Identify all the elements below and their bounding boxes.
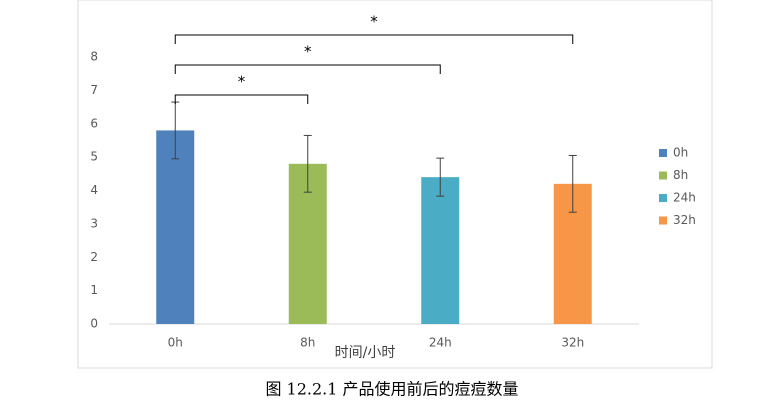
significance-label: * xyxy=(304,43,312,61)
y-tick-label: 8 xyxy=(90,50,98,64)
legend-label: 0h xyxy=(673,146,688,160)
significance-label: * xyxy=(370,13,378,31)
significance-bracket xyxy=(174,64,441,74)
y-tick-label: 4 xyxy=(90,183,98,197)
x-tick-label: 0h xyxy=(168,336,183,350)
x-axis-label: 时间/小时 xyxy=(335,345,396,361)
caption: 图 12.2.1 产品使用前后的痘痘数量 xyxy=(265,380,518,399)
y-tick-label: 6 xyxy=(90,116,98,130)
bar xyxy=(421,177,460,324)
error-bar xyxy=(568,154,577,213)
legend-label: 32h xyxy=(673,213,696,227)
y-tick-label: 0 xyxy=(90,317,98,331)
significance-bracket xyxy=(174,34,574,44)
x-tick-label: 24h xyxy=(429,336,452,350)
y-tick-label: 7 xyxy=(90,83,98,97)
legend-swatch xyxy=(659,194,667,202)
x-tick-label: 32h xyxy=(561,336,584,350)
y-tick-label: 3 xyxy=(90,216,98,230)
x-tick-label: 8h xyxy=(300,336,315,350)
legend-swatch xyxy=(659,216,667,225)
y-tick-label: 2 xyxy=(90,250,98,264)
legend-swatch xyxy=(659,149,667,157)
y-tick-label: 1 xyxy=(90,283,98,297)
significance-bracket xyxy=(174,94,309,104)
legend-label: 8h xyxy=(673,168,688,182)
significance-label: * xyxy=(238,73,246,91)
legend-label: 24h xyxy=(673,191,696,205)
error-bar xyxy=(303,134,312,193)
y-tick-label: 5 xyxy=(90,150,98,164)
bar xyxy=(156,130,195,324)
error-bar xyxy=(436,157,445,197)
legend-swatch xyxy=(659,171,667,180)
